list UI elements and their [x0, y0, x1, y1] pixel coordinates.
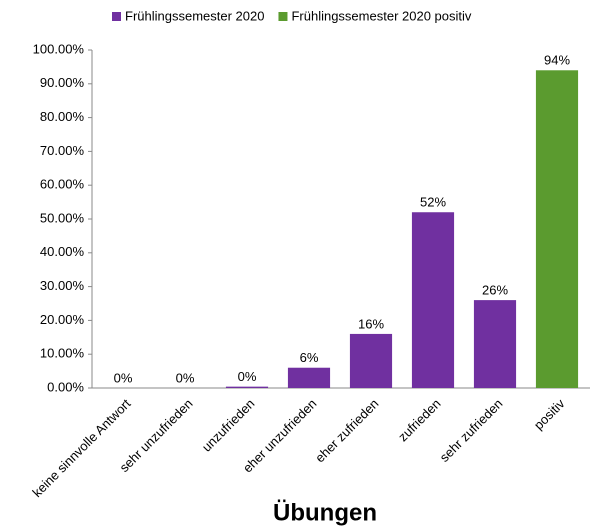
x-tick-label: positiv: [531, 396, 568, 433]
bar: [225, 386, 269, 388]
x-tick-label: eher zufrieden: [312, 396, 381, 465]
bar: [287, 367, 331, 388]
y-tick-label: 30.00%: [40, 278, 85, 293]
y-tick-label: 90.00%: [40, 75, 85, 90]
y-tick-label: 100.00%: [33, 41, 85, 56]
bar: [349, 333, 393, 388]
y-tick-label: 50.00%: [40, 210, 85, 225]
legend-label: Frühlingssemester 2020 positiv: [291, 8, 471, 23]
value-label: 0%: [238, 369, 257, 384]
legend-swatch: [112, 12, 121, 21]
value-label: 94%: [544, 53, 570, 68]
y-tick-label: 70.00%: [40, 143, 85, 158]
x-tick-label: unzufrieden: [199, 396, 258, 455]
x-tick-label: sehr zufrieden: [437, 396, 506, 465]
x-axis-title: Übungen: [273, 499, 377, 526]
value-label: 0%: [114, 370, 133, 385]
x-tick-label: zufrieden: [395, 396, 443, 444]
value-label: 0%: [176, 370, 195, 385]
bar: [473, 300, 517, 388]
x-tick-label: keine sinnvolle Antwort: [29, 396, 133, 500]
y-tick-label: 60.00%: [40, 177, 85, 192]
bar: [535, 70, 579, 388]
y-tick-label: 10.00%: [40, 346, 85, 361]
legend-label: Frühlingssemester 2020: [125, 8, 264, 23]
y-tick-label: 0.00%: [47, 379, 84, 394]
value-label: 16%: [358, 316, 384, 331]
y-tick-label: 40.00%: [40, 244, 85, 259]
y-tick-label: 80.00%: [40, 109, 85, 124]
y-tick-label: 20.00%: [40, 312, 85, 327]
legend-swatch: [278, 12, 288, 21]
value-label: 26%: [482, 283, 508, 298]
value-label: 6%: [300, 350, 319, 365]
value-label: 52%: [420, 195, 446, 210]
bar: [411, 212, 455, 388]
